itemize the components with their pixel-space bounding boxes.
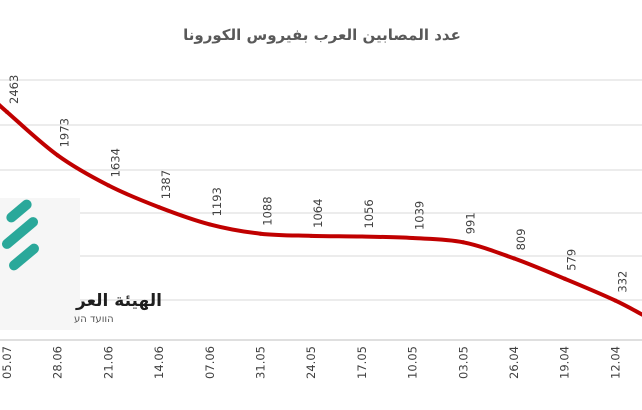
x-tick-label: 14.06 bbox=[152, 346, 166, 379]
x-tick-label: 26.04 bbox=[507, 346, 521, 379]
data-point bbox=[157, 205, 162, 210]
x-tick-label: 17.05 bbox=[355, 346, 369, 379]
data-label: 1634 bbox=[108, 148, 122, 177]
series-line-layer bbox=[0, 103, 642, 317]
gridlines bbox=[0, 79, 642, 341]
data-label: 2463 bbox=[7, 75, 21, 104]
x-tick-label: 10.05 bbox=[406, 346, 420, 379]
data-point bbox=[207, 222, 212, 227]
data-label: 991 bbox=[463, 212, 477, 234]
data-label: 1387 bbox=[159, 170, 173, 199]
x-tick-label: 05.07 bbox=[0, 346, 14, 379]
x-tick-label: 21.06 bbox=[101, 346, 115, 379]
x-tick-label: 24.05 bbox=[304, 346, 318, 379]
data-label: 1039 bbox=[413, 201, 427, 230]
data-label: 332 bbox=[615, 271, 629, 293]
data-point bbox=[258, 231, 263, 236]
x-tick-label: 12.04 bbox=[608, 346, 622, 379]
data-label: 1064 bbox=[311, 199, 325, 228]
x-tick-label: 07.06 bbox=[203, 346, 217, 379]
data-point bbox=[512, 256, 516, 261]
data-point bbox=[410, 236, 415, 241]
data-point bbox=[461, 240, 466, 245]
data-label: 1056 bbox=[362, 199, 376, 228]
chart-title: عدد المصابين العرب بفيروس الكورونا bbox=[183, 26, 461, 44]
x-tick-label: 31.05 bbox=[254, 346, 268, 379]
logo-main-text: الهيئة العر bbox=[75, 291, 162, 311]
data-label: 1973 bbox=[58, 118, 72, 147]
data-label: 1193 bbox=[210, 187, 224, 216]
x-tick-label: 28.06 bbox=[51, 346, 65, 379]
logo-mark-icon bbox=[1, 199, 39, 271]
data-point bbox=[613, 298, 618, 303]
data-labels: 2463 1973 1634 1387 1193 1088 1064 1056 1039 991 8… bbox=[7, 75, 629, 293]
data-point bbox=[562, 276, 567, 281]
data-label: 579 bbox=[565, 249, 579, 271]
organization-logo: الهيئة العر הוועד הע bbox=[0, 198, 162, 330]
data-point bbox=[359, 234, 364, 239]
x-axis-ticks: 05.07 28.06 21.06 14.06 07.06 31.05 24.05 17.05… bbox=[0, 346, 622, 379]
data-point bbox=[106, 183, 111, 188]
x-tick-label: 19.04 bbox=[558, 346, 572, 379]
data-point bbox=[5, 110, 9, 114]
data-label: 1088 bbox=[261, 196, 275, 225]
logo-sub-text: הוועד הע bbox=[74, 314, 114, 325]
x-tick-label: 03.05 bbox=[456, 346, 470, 379]
data-point bbox=[55, 153, 60, 158]
data-label: 809 bbox=[514, 228, 528, 250]
data-point bbox=[309, 233, 314, 238]
